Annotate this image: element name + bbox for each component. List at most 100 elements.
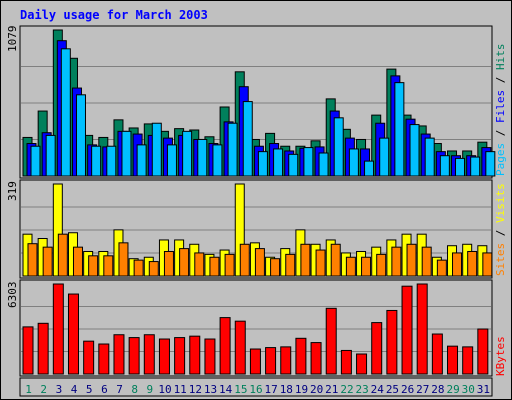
legend-hits-files-pages: Pages / Files / Hits — [494, 44, 507, 177]
bar-pages-day-31 — [485, 151, 496, 177]
bar-kbytes-day-13 — [204, 338, 216, 375]
bar-pages-day-13 — [212, 144, 223, 177]
bar-kbytes-day-7 — [113, 334, 125, 375]
bar-pages-day-18 — [288, 153, 299, 177]
bar-sites-day-11 — [179, 248, 190, 277]
bar-kbytes-day-2 — [37, 322, 49, 375]
x-tick-label-28: 28 — [431, 383, 444, 396]
x-tick-label-25: 25 — [386, 383, 399, 396]
bar-kbytes-day-12 — [189, 335, 201, 375]
x-tick-label-27: 27 — [416, 383, 429, 396]
bar-sites-day-14 — [224, 253, 235, 277]
bar-sites-day-20 — [315, 249, 326, 277]
bar-sites-day-21 — [330, 243, 341, 277]
bar-kbytes-day-10 — [158, 338, 170, 375]
legend-sites-visits: Sites / Visits — [494, 183, 507, 276]
bar-pages-day-26 — [409, 124, 420, 177]
bar-kbytes-day-26 — [401, 285, 413, 375]
bar-kbytes-day-24 — [371, 322, 383, 375]
bar-sites-day-7 — [118, 242, 129, 277]
legend-kbytes: KBytes — [494, 336, 507, 376]
legend-sep-1: / — [494, 123, 507, 143]
bar-sites-day-6 — [103, 255, 114, 277]
x-tick-label-13: 13 — [204, 383, 217, 396]
bar-pages-day-5 — [91, 145, 102, 177]
bar-pages-day-4 — [75, 94, 86, 177]
bar-sites-day-22 — [345, 256, 356, 277]
bar-pages-day-20 — [318, 152, 329, 177]
bar-kbytes-day-22 — [340, 349, 352, 375]
x-tick-label-19: 19 — [295, 383, 308, 396]
bar-pages-day-1 — [30, 145, 41, 177]
bar-kbytes-day-8 — [128, 337, 140, 375]
bar-sites-day-3 — [57, 233, 68, 277]
bar-pages-day-3 — [60, 48, 71, 177]
bar-sites-day-23 — [361, 256, 372, 277]
bar-pages-day-25 — [394, 82, 405, 177]
bar-pages-day-11 — [182, 130, 193, 177]
x-tick-label-15: 15 — [234, 383, 247, 396]
bar-pages-day-21 — [333, 117, 344, 177]
svg-text:Pages / Files / Hits: Pages / Files / Hits — [494, 44, 507, 177]
legend-sep-3: / — [494, 223, 507, 243]
bar-sites-day-26 — [406, 243, 417, 277]
bar-kbytes-day-4 — [67, 293, 79, 375]
x-tick-label-16: 16 — [249, 383, 262, 396]
bar-kbytes-day-15 — [234, 320, 246, 375]
bar-pages-day-17 — [273, 148, 284, 177]
x-tick-label-18: 18 — [280, 383, 293, 396]
x-tick-label-4: 4 — [71, 383, 78, 396]
visits-panel-max-label: 319 — [6, 181, 19, 201]
bar-pages-day-8 — [136, 144, 147, 177]
bar-pages-day-27 — [424, 137, 435, 177]
x-tick-label-24: 24 — [371, 383, 385, 396]
bar-kbytes-day-30 — [462, 346, 474, 375]
bar-sites-day-29 — [452, 252, 463, 277]
x-tick-label-2: 2 — [40, 383, 47, 396]
bar-kbytes-day-25 — [386, 309, 398, 375]
kbytes-panel-max-label: 6303 — [6, 282, 19, 309]
x-tick-label-14: 14 — [219, 383, 233, 396]
bar-sites-day-25 — [391, 246, 402, 277]
bar-kbytes-day-21 — [325, 307, 337, 375]
x-tick-label-30: 30 — [462, 383, 475, 396]
bar-kbytes-day-23 — [356, 353, 368, 375]
bar-pages-day-10 — [166, 144, 177, 177]
bar-kbytes-day-18 — [280, 346, 292, 375]
bar-sites-day-24 — [376, 253, 387, 277]
bar-sites-day-15 — [239, 243, 250, 277]
legend-visits: Visits — [494, 183, 507, 223]
legend-files: Files — [494, 90, 507, 123]
bar-pages-day-9 — [151, 122, 162, 177]
bar-pages-day-14 — [227, 122, 238, 177]
bar-kbytes-day-11 — [174, 337, 186, 375]
bar-pages-day-15 — [242, 101, 253, 177]
bar-sites-day-9 — [148, 261, 159, 277]
legend-pages: Pages — [494, 143, 507, 176]
bar-kbytes-day-29 — [447, 345, 459, 375]
bar-sites-day-27 — [421, 246, 432, 277]
bar-pages-day-29 — [455, 157, 466, 177]
bar-sites-day-4 — [72, 246, 83, 277]
legend-kbytes-group: KBytes — [494, 336, 507, 376]
legend-hits: Hits — [494, 44, 507, 71]
x-tick-label-11: 11 — [174, 383, 187, 396]
x-tick-label-10: 10 — [158, 383, 171, 396]
x-tick-label-3: 3 — [56, 383, 63, 396]
bar-kbytes-day-17 — [265, 347, 277, 375]
bar-pages-day-19 — [303, 147, 314, 177]
x-tick-label-8: 8 — [131, 383, 138, 396]
legend-sites: Sites — [494, 243, 507, 276]
bar-kbytes-day-19 — [295, 337, 307, 375]
bar-sites-day-13 — [209, 256, 220, 277]
bar-kbytes-day-16 — [249, 348, 261, 375]
bar-kbytes-day-6 — [98, 343, 110, 375]
bar-sites-day-12 — [194, 252, 205, 277]
bar-sites-day-28 — [436, 259, 447, 277]
x-tick-label-21: 21 — [325, 383, 338, 396]
bar-pages-day-6 — [106, 145, 117, 177]
bar-kbytes-day-5 — [83, 340, 95, 375]
bar-pages-day-30 — [470, 156, 481, 177]
x-tick-label-7: 7 — [116, 383, 123, 396]
